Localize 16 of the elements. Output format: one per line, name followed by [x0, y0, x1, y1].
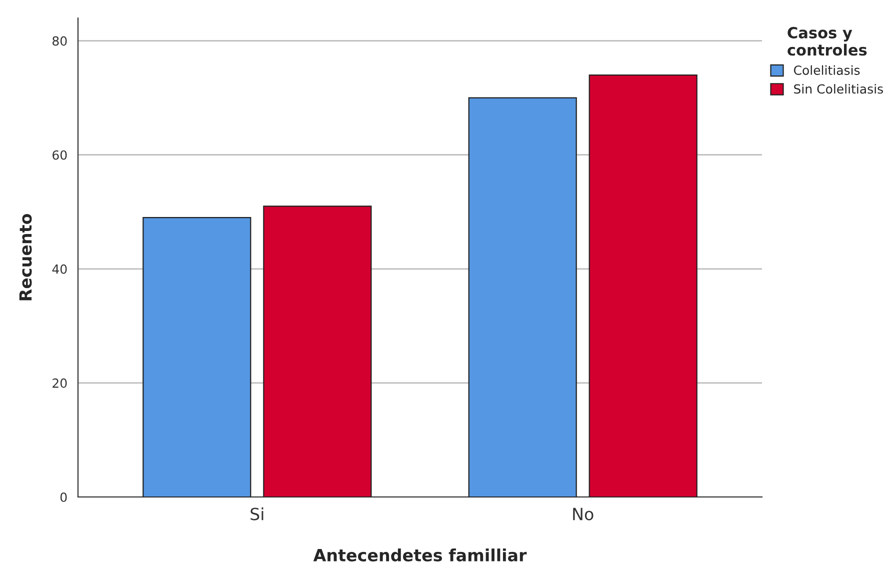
bar	[588, 74, 698, 497]
y-axis-title: Recuento	[19, 214, 32, 300]
y-tick-label: 80	[52, 36, 67, 46]
y-tick-label: 0	[60, 492, 67, 502]
bar	[263, 206, 372, 497]
bar	[468, 97, 577, 497]
x-tick-label: Si	[250, 507, 264, 520]
y-tick-label: 20	[52, 378, 67, 388]
legend-label: Colelitiasis	[794, 65, 860, 75]
legend-label: Sin Colelitiasis	[794, 84, 883, 94]
legend-title: Casos y controles	[788, 26, 867, 56]
x-axis-title: Antecendetes familliar	[313, 548, 527, 562]
bar	[142, 217, 252, 497]
y-tick-label: 40	[52, 264, 67, 274]
y-tick-label: 60	[52, 150, 67, 160]
x-tick-label: No	[573, 508, 594, 520]
